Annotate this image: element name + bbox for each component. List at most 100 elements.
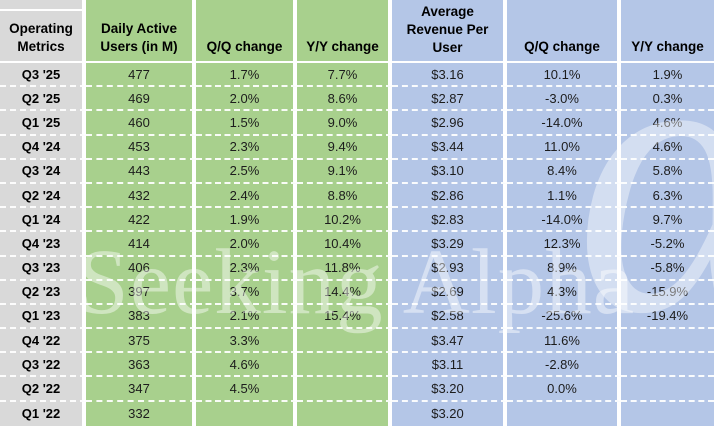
row-label-cell: Q1 '23 (0, 304, 86, 330)
value-cell: 10.4% (297, 232, 392, 257)
value-cell: 8.6% (297, 87, 392, 112)
value-cell: $2.83 (392, 208, 507, 233)
value-cell: 332 (86, 401, 196, 426)
col-header-arpu: Average Revenue Per User (392, 0, 507, 63)
value-cell (621, 401, 714, 426)
value-cell: -5.8% (621, 256, 714, 281)
value-cell: 5.8% (621, 159, 714, 184)
value-cell (297, 401, 392, 426)
value-cell: $2.69 (392, 280, 507, 305)
col-header-label: Q/Q change (524, 39, 600, 54)
value-cell: -14.0% (507, 111, 621, 136)
value-cell: 15.4% (297, 304, 392, 330)
value-cell: $2.86 (392, 183, 507, 209)
value-cell: 1.7% (196, 63, 297, 88)
value-cell: $3.11 (392, 353, 507, 378)
row-label-cell: Q2 '23 (0, 280, 86, 305)
row-label-cell: Q1 '22 (0, 401, 86, 426)
value-cell: 0.0% (507, 377, 621, 402)
value-cell: 453 (86, 135, 196, 160)
value-cell: 4.6% (196, 353, 297, 378)
value-cell: 4.3% (507, 280, 621, 305)
value-cell: -2.8% (507, 353, 621, 378)
value-cell: 9.1% (297, 159, 392, 184)
value-cell: -15.9% (621, 280, 714, 305)
value-cell: 4.5% (196, 377, 297, 402)
row-label-cell: Q3 '23 (0, 256, 86, 281)
value-cell: 363 (86, 353, 196, 378)
value-cell: 4.6% (621, 135, 714, 160)
value-cell: $3.29 (392, 232, 507, 257)
col-header-label: Daily Active Users (in M) (100, 21, 178, 54)
value-cell: 6.3% (621, 183, 714, 209)
value-cell: 4.6% (621, 111, 714, 136)
value-cell (297, 329, 392, 354)
row-label-cell: Q2 '22 (0, 377, 86, 402)
row-label-cell: Q2 '24 (0, 183, 86, 209)
value-cell (621, 377, 714, 402)
value-cell: 347 (86, 377, 196, 402)
value-cell: 11.8% (297, 256, 392, 281)
value-cell (297, 377, 392, 402)
value-cell: 2.1% (196, 304, 297, 330)
col-header-label: Operating Metrics (9, 21, 73, 54)
row-label-cell: Q4 '22 (0, 329, 86, 354)
value-cell: 2.0% (196, 87, 297, 112)
value-cell: $2.93 (392, 256, 507, 281)
row-label-cell: Q1 '24 (0, 208, 86, 233)
col-header-operating-metrics: Operating Metrics (0, 0, 86, 63)
value-cell: -19.4% (621, 304, 714, 330)
value-cell: 0.3% (621, 87, 714, 112)
value-cell: 12.3% (507, 232, 621, 257)
col-header-label: Y/Y change (306, 39, 379, 54)
value-cell: 432 (86, 183, 196, 209)
value-cell: 375 (86, 329, 196, 354)
col-header-arpu-qq-change: Q/Q change (507, 0, 621, 63)
value-cell (196, 401, 297, 426)
value-cell: 2.3% (196, 256, 297, 281)
value-cell: 1.9% (621, 63, 714, 88)
value-cell: -3.0% (507, 87, 621, 112)
value-cell: 14.4% (297, 280, 392, 305)
value-cell: 2.5% (196, 159, 297, 184)
value-cell (621, 329, 714, 354)
value-cell: 3.7% (196, 280, 297, 305)
row-label-cell: Q3 '25 (0, 63, 86, 88)
value-cell: 2.0% (196, 232, 297, 257)
value-cell: 9.0% (297, 111, 392, 136)
value-cell: 469 (86, 87, 196, 112)
value-cell: -5.2% (621, 232, 714, 257)
value-cell: 10.1% (507, 63, 621, 88)
col-header-label: Average Revenue Per User (406, 4, 489, 55)
value-cell: 10.2% (297, 208, 392, 233)
value-cell (507, 401, 621, 426)
value-cell: $3.47 (392, 329, 507, 354)
col-header-daily-active-users: Daily Active Users (in M) (86, 0, 196, 63)
row-label-cell: Q4 '24 (0, 135, 86, 160)
value-cell: -14.0% (507, 208, 621, 233)
value-cell: 460 (86, 111, 196, 136)
value-cell: 414 (86, 232, 196, 257)
value-cell: 8.8% (297, 183, 392, 209)
row-label-cell: Q1 '25 (0, 111, 86, 136)
value-cell: $3.10 (392, 159, 507, 184)
value-cell: 422 (86, 208, 196, 233)
col-header-arpu-yy-change: Y/Y change (621, 0, 714, 63)
row-label-cell: Q2 '25 (0, 87, 86, 112)
value-cell: $3.20 (392, 401, 507, 426)
value-cell: 9.4% (297, 135, 392, 160)
row-label-cell: Q4 '23 (0, 232, 86, 257)
row-label-cell: Q3 '24 (0, 159, 86, 184)
value-cell: 1.9% (196, 208, 297, 233)
value-cell: 406 (86, 256, 196, 281)
value-cell: 1.5% (196, 111, 297, 136)
value-cell: 1.1% (507, 183, 621, 209)
col-header-label: Q/Q change (206, 39, 283, 54)
col-header-dau-qq-change: Q/Q change (196, 0, 297, 63)
value-cell: 477 (86, 63, 196, 88)
value-cell: 443 (86, 159, 196, 184)
value-cell: 3.3% (196, 329, 297, 354)
value-cell: 8.9% (507, 256, 621, 281)
value-cell: 397 (86, 280, 196, 305)
